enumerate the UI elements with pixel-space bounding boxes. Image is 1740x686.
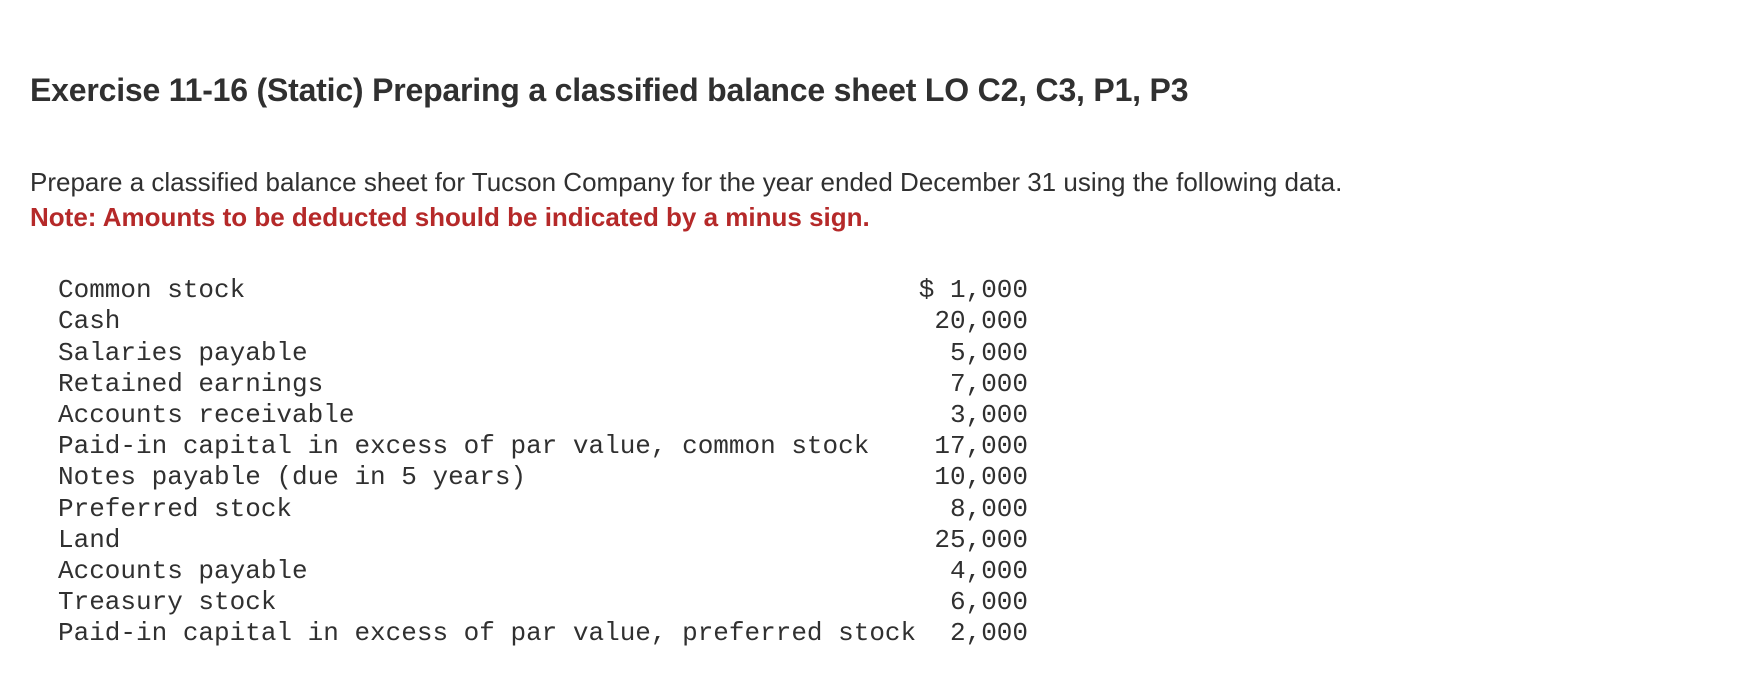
row-value: 6,000 [878, 587, 1028, 618]
table-row: Salaries payable 5,000 [58, 338, 1710, 369]
table-row: Land 25,000 [58, 525, 1710, 556]
row-value: 10,000 [878, 462, 1028, 493]
row-label: Land [58, 525, 878, 556]
table-row: Accounts payable 4,000 [58, 556, 1710, 587]
table-row: Paid-in capital in excess of par value, … [58, 618, 1710, 649]
row-label: Accounts payable [58, 556, 878, 587]
row-value: 3,000 [878, 400, 1028, 431]
row-label: Retained earnings [58, 369, 878, 400]
table-row: Retained earnings 7,000 [58, 369, 1710, 400]
row-label: Treasury stock [58, 587, 878, 618]
table-row: Treasury stock 6,000 [58, 587, 1710, 618]
row-label: Cash [58, 306, 878, 337]
instructions-text: Prepare a classified balance sheet for T… [30, 167, 1342, 197]
row-value: 7,000 [878, 369, 1028, 400]
row-label: Common stock [58, 275, 878, 306]
table-row: Paid-in capital in excess of par value, … [58, 431, 1710, 462]
instructions-note: Note: Amounts to be deducted should be i… [30, 202, 870, 232]
row-value: 4,000 [878, 556, 1028, 587]
instructions-block: Prepare a classified balance sheet for T… [30, 165, 1710, 235]
row-value: 2,000 [878, 618, 1028, 649]
exercise-title: Exercise 11-16 (Static) Preparing a clas… [30, 72, 1710, 109]
row-label: Preferred stock [58, 494, 878, 525]
row-label: Salaries payable [58, 338, 878, 369]
table-row: Accounts receivable 3,000 [58, 400, 1710, 431]
row-value: 17,000 [878, 431, 1028, 462]
table-row: Preferred stock 8,000 [58, 494, 1710, 525]
page-container: Exercise 11-16 (Static) Preparing a clas… [0, 0, 1740, 679]
row-value: 25,000 [878, 525, 1028, 556]
table-row: Cash 20,000 [58, 306, 1710, 337]
row-label: Paid-in capital in excess of par value, … [58, 431, 878, 462]
row-value: 20,000 [878, 306, 1028, 337]
table-row: Common stock $ 1,000 [58, 275, 1710, 306]
table-row: Notes payable (due in 5 years) 10,000 [58, 462, 1710, 493]
row-value: 5,000 [878, 338, 1028, 369]
row-label: Accounts receivable [58, 400, 878, 431]
row-value: $ 1,000 [878, 275, 1028, 306]
data-table: Common stock $ 1,000 Cash 20,000 Salarie… [30, 275, 1710, 649]
row-label: Notes payable (due in 5 years) [58, 462, 878, 493]
row-label: Paid-in capital in excess of par value, … [58, 618, 878, 649]
row-value: 8,000 [878, 494, 1028, 525]
